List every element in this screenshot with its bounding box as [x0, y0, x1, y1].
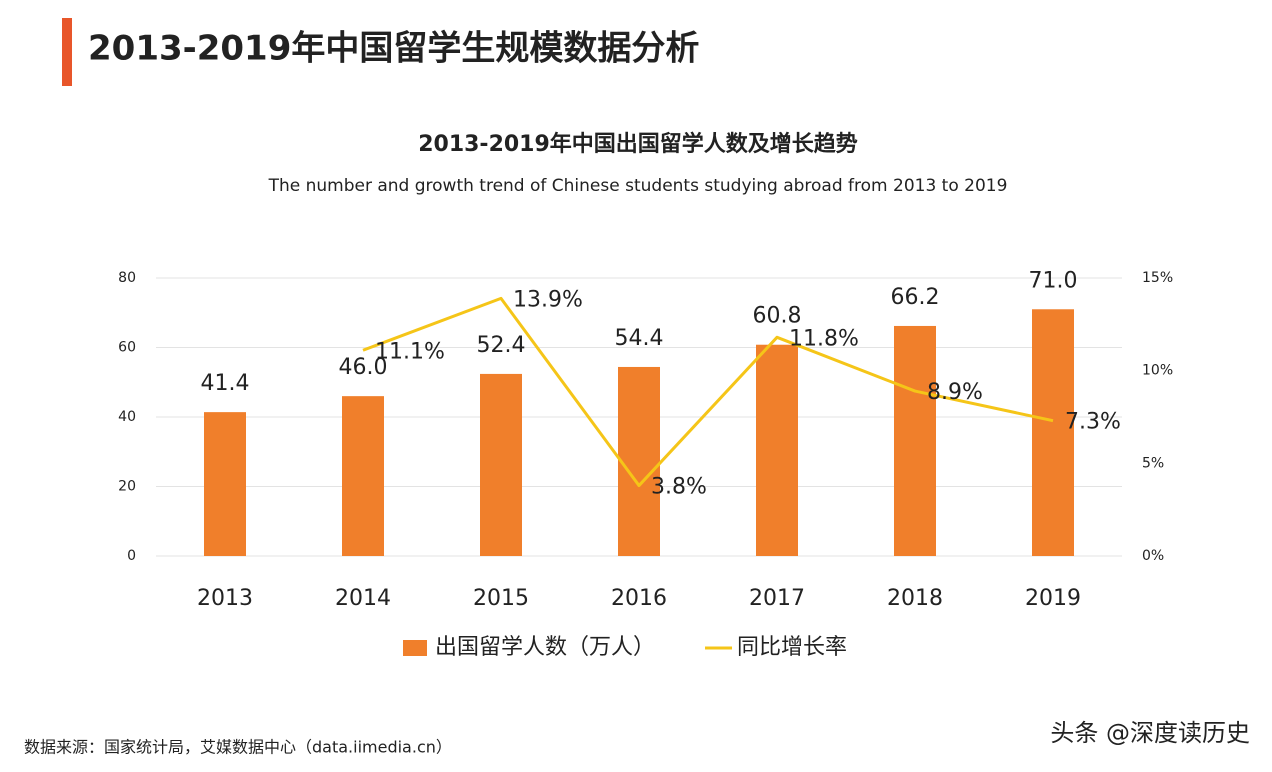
- y-tick-label: 20: [118, 479, 136, 495]
- line-value-label: 7.3%: [1065, 410, 1121, 435]
- watermark: 头条 @深度读历史: [1050, 719, 1250, 747]
- y-tick-label: 60: [118, 340, 136, 356]
- page-title: 2013-2019年中国留学生规模数据分析: [88, 29, 699, 69]
- bar: [756, 344, 798, 556]
- bar: [480, 373, 522, 556]
- line-value-label: 13.9%: [513, 287, 583, 312]
- x-tick-label: 2014: [335, 586, 391, 611]
- trend-line: [362, 296, 1054, 488]
- y2-tick-label: 0%: [1142, 548, 1164, 564]
- x-tick-label: 2017: [749, 586, 805, 611]
- bar: [618, 366, 660, 556]
- bar: [342, 396, 384, 556]
- bar: [894, 325, 936, 556]
- y2-tick-label: 10%: [1142, 363, 1173, 379]
- bar: [204, 412, 246, 556]
- title-accent: [62, 18, 72, 86]
- line-value-label: 11.8%: [789, 326, 859, 351]
- bar-value-label: 41.4: [201, 371, 250, 396]
- legend-label: 出国留学人数（万人）: [435, 635, 655, 660]
- bar-value-label: 52.4: [477, 333, 526, 358]
- y-tick-label: 80: [118, 270, 136, 286]
- y-tick-label: 40: [118, 409, 136, 425]
- y-tick-label: 0: [127, 548, 136, 564]
- y2-tick-label: 15%: [1142, 270, 1173, 286]
- bar-value-label: 71.0: [1029, 268, 1078, 293]
- bar-value-label: 46.0: [339, 355, 388, 380]
- line-value-label: 11.1%: [375, 339, 445, 364]
- x-tick-label: 2013: [197, 586, 253, 611]
- x-tick-label: 2019: [1025, 586, 1081, 611]
- y2-tick-label: 5%: [1142, 455, 1164, 471]
- x-tick-label: 2016: [611, 586, 667, 611]
- line-value-label: 3.8%: [651, 475, 707, 500]
- line-value-label: 8.9%: [927, 380, 983, 405]
- chart-title: 2013-2019年中国出国留学人数及增长趋势: [418, 131, 858, 157]
- legend-swatch: [403, 640, 427, 656]
- x-tick-label: 2018: [887, 586, 943, 611]
- legend-label: 同比增长率: [737, 635, 847, 660]
- bar-value-label: 54.4: [615, 326, 664, 351]
- source-note: 数据来源：国家统计局，艾媒数据中心（data.iimedia.cn）: [24, 738, 452, 757]
- chart-subtitle: The number and growth trend of Chinese s…: [268, 176, 1008, 196]
- x-tick-label: 2015: [473, 586, 529, 611]
- bar-value-label: 66.2: [891, 285, 940, 310]
- bar: [1032, 309, 1074, 556]
- bar-value-label: 60.8: [753, 304, 802, 329]
